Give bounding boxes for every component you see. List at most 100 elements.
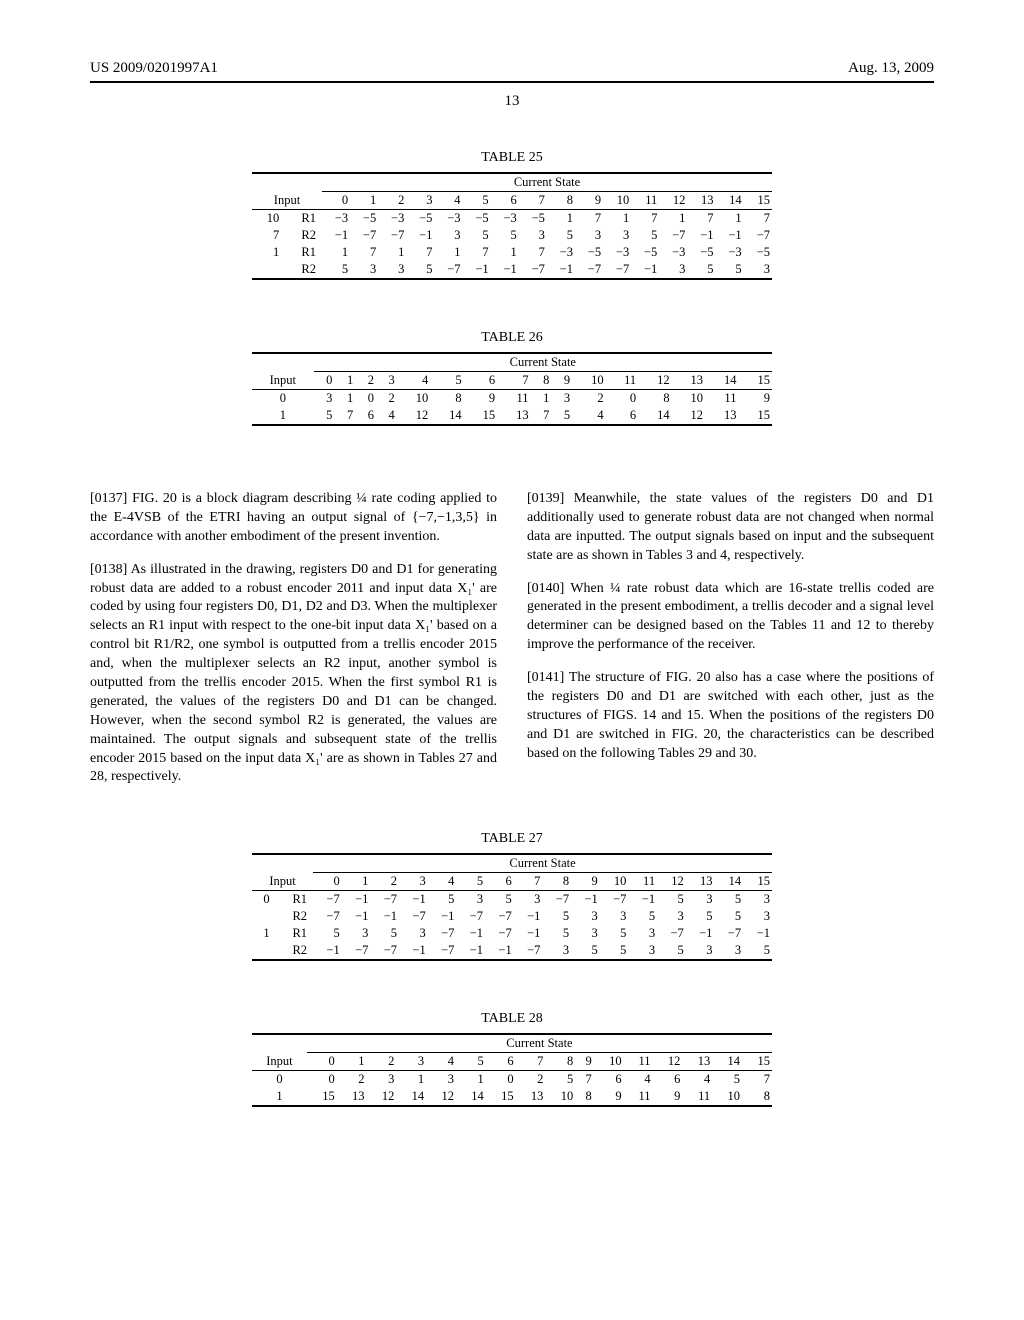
value-cell: −1 xyxy=(313,942,342,960)
table-header-cell: 1 xyxy=(337,1053,367,1071)
value-cell: 1 xyxy=(531,390,552,408)
value-cell: 3 xyxy=(628,942,657,960)
value-cell: 2 xyxy=(516,1071,546,1089)
value-cell: 2 xyxy=(376,390,397,408)
value-cell: 3 xyxy=(542,942,571,960)
table-header-cell: 10 xyxy=(600,873,629,891)
table-header-cell: 9 xyxy=(551,372,572,390)
value-cell: −7 xyxy=(485,925,514,942)
value-cell: 0 xyxy=(606,390,639,408)
value-cell: −5 xyxy=(575,244,603,261)
table-28-caption: TABLE 28 xyxy=(252,1011,772,1027)
value-cell: 11 xyxy=(497,390,530,408)
value-cell: −7 xyxy=(313,908,342,925)
table-row: 0R1−7−1−7−15353−7−1−7−15353 xyxy=(252,891,772,909)
table-28-header-row: Input 0123456789101112131415 xyxy=(252,1053,772,1071)
table-header-cell: 0 xyxy=(313,873,342,891)
value-cell: 3 xyxy=(686,891,715,909)
value-cell: 0 xyxy=(486,1071,516,1089)
value-cell: 0 xyxy=(355,390,376,408)
value-cell: 3 xyxy=(378,261,406,279)
input-cell: 1 xyxy=(252,244,285,261)
value-cell: −3 xyxy=(378,210,406,228)
value-cell: 5 xyxy=(491,227,519,244)
value-cell: −7 xyxy=(485,908,514,925)
value-cell: −5 xyxy=(744,244,772,261)
table-header-cell: 7 xyxy=(516,1053,546,1071)
value-cell: 13 xyxy=(497,407,530,425)
table-row: 1576412141513754614121315 xyxy=(252,407,772,425)
table-header-cell: 9 xyxy=(575,192,603,210)
register-cell: R1 xyxy=(276,891,313,909)
table-header-cell: 2 xyxy=(378,192,406,210)
value-cell: 5 xyxy=(463,227,491,244)
table-header-cell: 14 xyxy=(705,372,738,390)
table-row: 10R1−3−5−3−5−3−5−3−517171717 xyxy=(252,210,772,228)
value-cell: −5 xyxy=(519,210,547,228)
value-cell: −1 xyxy=(342,891,371,909)
value-cell: −1 xyxy=(743,925,772,942)
input-cell xyxy=(252,942,276,960)
value-cell: 1 xyxy=(334,390,355,408)
value-cell: −1 xyxy=(342,908,371,925)
value-cell: 1 xyxy=(716,210,744,228)
value-cell: 12 xyxy=(397,407,430,425)
value-cell: 7 xyxy=(575,210,603,228)
table-header-cell: 2 xyxy=(367,1053,397,1071)
table-25-header-row: Input 0123456789101112131415 xyxy=(252,192,772,210)
table-header-cell: 11 xyxy=(628,873,657,891)
value-cell: 1 xyxy=(659,210,687,228)
table-header-cell: 9 xyxy=(575,1053,594,1071)
value-cell: −7 xyxy=(714,925,743,942)
input-cell: 1 xyxy=(252,925,276,942)
value-cell: 7 xyxy=(687,210,715,228)
value-cell: 5 xyxy=(551,407,572,425)
table-header-cell: 6 xyxy=(491,192,519,210)
table-header-cell: 11 xyxy=(624,1053,653,1071)
page-number: 13 xyxy=(90,93,934,110)
table-header-cell: 6 xyxy=(464,372,497,390)
input-cell: 0 xyxy=(252,891,276,909)
table-header-cell: 7 xyxy=(497,372,530,390)
value-cell: 3 xyxy=(714,942,743,960)
value-cell: 7 xyxy=(744,210,772,228)
table-header-cell: 6 xyxy=(486,1053,516,1071)
value-cell: 7 xyxy=(406,244,434,261)
value-cell: 1 xyxy=(378,244,406,261)
value-cell: −1 xyxy=(399,942,428,960)
value-cell: 5 xyxy=(600,942,629,960)
value-cell: 7 xyxy=(575,1071,594,1089)
value-cell: 13 xyxy=(516,1088,546,1106)
table-header-cell: 12 xyxy=(659,192,687,210)
table-header-cell: 8 xyxy=(531,372,552,390)
value-cell: 3 xyxy=(426,1071,456,1089)
value-cell: 7 xyxy=(463,244,491,261)
value-cell: −3 xyxy=(322,210,350,228)
value-cell: 9 xyxy=(738,390,772,408)
value-cell: −5 xyxy=(406,210,434,228)
value-cell: 3 xyxy=(744,261,772,279)
table-header-cell: 13 xyxy=(682,1053,712,1071)
table-header-cell: 11 xyxy=(606,372,639,390)
register-cell: R2 xyxy=(276,908,313,925)
table-header-cell: 15 xyxy=(738,372,772,390)
value-cell: 6 xyxy=(355,407,376,425)
value-cell: 5 xyxy=(542,925,571,942)
value-cell: 3 xyxy=(350,261,378,279)
value-cell: 5 xyxy=(600,925,629,942)
value-cell: −7 xyxy=(659,227,687,244)
value-cell: 5 xyxy=(370,925,399,942)
value-cell: −1 xyxy=(571,891,600,909)
left-column: [0137] FIG. 20 is a block diagram descri… xyxy=(90,476,497,801)
table-header-cell: 0 xyxy=(314,372,335,390)
value-cell: −1 xyxy=(485,942,514,960)
table-header-cell: 4 xyxy=(426,1053,456,1071)
value-cell: −7 xyxy=(542,891,571,909)
table-25: TABLE 25 Current State Input 01234567891… xyxy=(252,150,772,280)
value-cell: 2 xyxy=(337,1071,367,1089)
value-cell: −7 xyxy=(399,908,428,925)
value-cell: 5 xyxy=(428,891,457,909)
value-cell: −1 xyxy=(628,891,657,909)
input-cell: 7 xyxy=(252,227,285,244)
value-cell: 8 xyxy=(742,1088,772,1106)
